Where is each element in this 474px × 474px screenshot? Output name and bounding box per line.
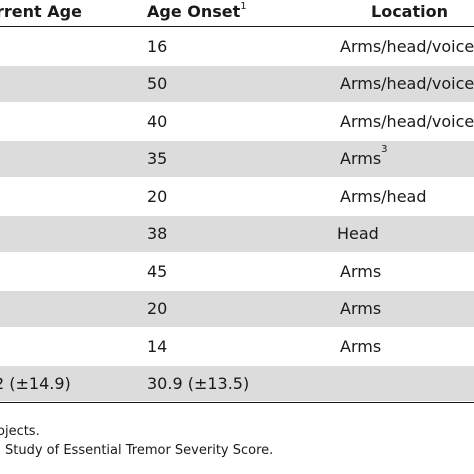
- location-text: Arms: [340, 262, 382, 281]
- location-cell: Head: [337, 216, 379, 252]
- header-current-age-label: rrent Age: [0, 2, 82, 21]
- location-footnote-marker: 3: [381, 143, 388, 155]
- age-onset-cell: 20: [147, 299, 168, 318]
- header-age-onset-label: Age Onset: [147, 2, 241, 21]
- location-cell: Arms/head: [340, 179, 427, 215]
- location-text: Arms/head: [340, 187, 427, 206]
- table-row: 45 Arms: [0, 254, 474, 290]
- location-text: Arms: [340, 149, 382, 168]
- age-onset-cell: 14: [147, 337, 168, 356]
- table-row: 16 Arms/head/voice: [0, 29, 474, 65]
- location-text: Arms/head/voice: [340, 112, 474, 131]
- header-age-onset: Age Onset1: [147, 0, 247, 21]
- age-onset-cell: 38: [147, 224, 168, 243]
- location-text: Arms: [340, 299, 382, 318]
- location-cell: Arms3: [340, 141, 388, 177]
- header-location: Location: [371, 2, 448, 21]
- header-age-onset-footnote-marker: 1: [240, 0, 247, 12]
- age-onset-cell: 50: [147, 74, 168, 93]
- table-row: 20 Arms/head: [0, 179, 474, 215]
- location-cell: Arms: [340, 329, 381, 365]
- footnote-1: ojects.: [0, 424, 40, 439]
- location-text: Arms: [340, 337, 382, 356]
- location-text: Arms/head/voice: [340, 37, 474, 56]
- table-row: 40 Arms/head/voice: [0, 104, 474, 140]
- table-row: 38 Head: [0, 216, 474, 252]
- summary-current-age: 2 (±14.9): [0, 374, 71, 393]
- table-row: 14 Arms: [0, 329, 474, 365]
- location-cell: Arms: [340, 254, 381, 290]
- age-onset-cell: 20: [147, 187, 168, 206]
- table-row: 35 Arms3: [0, 141, 474, 177]
- summary-age-onset: 30.9 (±13.5): [147, 374, 250, 393]
- location-cell: Arms/head/voice: [340, 104, 474, 140]
- footnote-2: Study of Essential Tremor Severity Score…: [5, 443, 274, 458]
- header-location-label: Location: [371, 2, 448, 21]
- location-cell: Arms/head/voice: [340, 29, 474, 65]
- header-current-age: rrent Age: [0, 2, 82, 21]
- header-rule: [0, 26, 474, 27]
- age-onset-cell: 45: [147, 262, 168, 281]
- location-cell: Arms: [340, 291, 381, 327]
- summary-row: 2 (±14.9) 30.9 (±13.5): [0, 366, 474, 401]
- table-row: 50 Arms/head/voice: [0, 66, 474, 102]
- age-onset-cell: 40: [147, 112, 168, 131]
- table-row: 20 Arms: [0, 291, 474, 327]
- location-text: Head: [337, 224, 379, 243]
- bottom-rule: [0, 402, 474, 403]
- location-text: Arms/head/voice: [340, 74, 474, 93]
- age-onset-cell: 35: [147, 149, 168, 168]
- age-onset-cell: 16: [147, 37, 168, 56]
- location-cell: Arms/head/voice: [340, 66, 474, 102]
